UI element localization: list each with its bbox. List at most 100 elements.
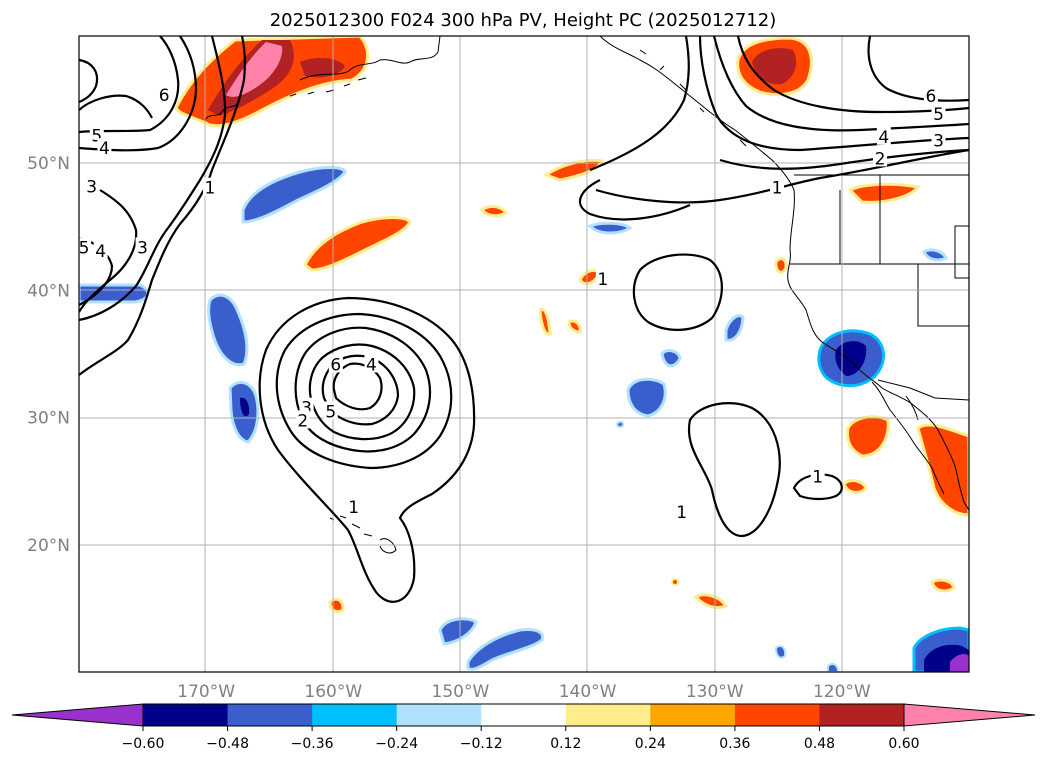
height-contour [275,312,453,470]
contour-label: 3 [933,132,944,152]
height-contour [79,94,153,119]
colorbar-segment [143,704,229,726]
contour-label-background [770,177,785,196]
height-contour [712,36,969,132]
contour-label-background [97,138,112,157]
contour-label-background [79,237,92,256]
contour-label: 6 [330,355,341,375]
height-contour [589,36,690,172]
contour-label-background [93,241,108,260]
pv-positive-region [774,257,788,274]
lon-tick-label: 150°W [432,682,490,702]
pv-positive-region [752,48,797,85]
contour-label: 5 [325,403,336,423]
contour-label: 2 [297,411,308,431]
height-contour [79,58,99,104]
pv-negative-region [827,663,840,672]
pv-negative-region [587,221,633,235]
height-contour [294,326,432,453]
height-contour [79,36,227,322]
height-contour [698,36,969,152]
pv-negative-region [438,617,478,646]
gridlines [79,36,969,672]
lon-tick-label: 120°W [813,682,871,702]
colorbar-segment [819,704,905,726]
contour-label: 1 [597,270,608,290]
pv-negative-region [626,377,667,418]
pv-positive-region [671,578,679,586]
height-contour [687,402,781,538]
lat-tick-label: 20°N [27,536,70,556]
pv-positive-region [300,57,345,78]
contour-label: 3 [86,177,97,197]
contour-label: 5 [79,238,90,258]
contour-label: 6 [925,87,936,107]
colorbar-tick-label: −0.36 [291,736,334,752]
contour-label-background [202,177,217,196]
pv-positive-region [846,415,890,458]
aleutian-islands [289,77,367,97]
height-contour [79,36,246,376]
colorbar-tick-label: −0.60 [122,736,165,752]
bc-islands [639,49,747,147]
contour-label-background [810,466,825,485]
pv-positive-region [226,42,283,97]
hawaiian-islands [329,515,397,554]
pv-positive-region [479,204,509,218]
colorbar-segment [481,704,567,726]
latitude-tick-labels: 50°N 40°N 30°N 20°N [27,154,70,556]
colorbar-segment [734,704,820,726]
pv-positive-region [842,479,868,494]
colorbar-tick-label: 0.48 [804,736,835,752]
contour-label: 1 [772,179,783,199]
height-contour [632,253,723,331]
contour-label: 3 [301,399,312,419]
map-frame [78,35,970,673]
height-contour [79,36,198,152]
pv-negative-region [466,628,545,671]
colorbar-extend-high [903,703,1036,727]
colorbar-segment [650,704,736,726]
state-borders [790,175,969,327]
contour-label: 4 [878,128,889,148]
colorbar-tick-label: 0.36 [719,736,750,752]
contour-label-background [364,354,379,373]
contour-label-background [157,84,172,103]
contour-label-background [346,496,361,515]
contour-label: 2 [875,149,886,169]
mexico-border [877,379,969,401]
colorbar-segment [227,704,313,726]
contour-label-background [931,130,946,149]
height-contours [79,36,969,603]
lon-tick-label: 140°W [559,682,617,702]
pv-shading [79,36,969,672]
pv-positive-region [542,158,605,182]
contour-label: 4 [95,242,106,262]
colorbar-frame [142,703,905,727]
pv-positive-region [567,319,582,334]
colorbar-tick-label: 0.12 [550,736,581,752]
alaska-coastline [204,36,441,121]
height-contour [867,36,969,102]
colorbar-tick-label: −0.48 [206,736,249,752]
lat-tick-label: 40°N [27,281,70,301]
contour-label: 3 [137,238,148,258]
contour-label: 4 [99,139,110,159]
colorbar-tick-label: 0.60 [888,736,919,752]
pv-positive-region [930,578,956,593]
contour-label: 1 [205,179,216,199]
longitude-tick-labels: 170°W 160°W 150°W 140°W 130°W 120°W [177,682,871,702]
pv-negative-region [774,645,787,659]
map-title: 2025012300 F024 300 hPa PV, Height PC (2… [270,10,777,31]
pv-negative-region [240,397,250,417]
contour-label-background [84,176,99,195]
pv-negative-region [615,420,625,429]
contour-label: 1 [676,503,687,523]
contour-label: 5 [91,126,102,146]
pv-positive-region [328,597,345,614]
contour-label-background [595,269,610,288]
contour-label: 1 [812,467,823,487]
contour-label-background [876,126,891,145]
